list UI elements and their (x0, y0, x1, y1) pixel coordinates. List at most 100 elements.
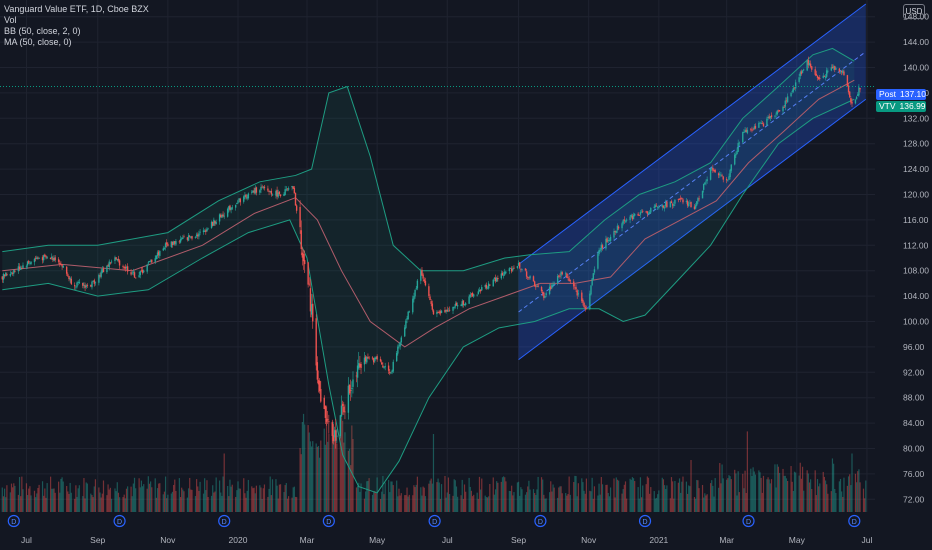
ma-line (2, 79, 855, 348)
volume-bar (335, 438, 337, 512)
volume-bar (17, 494, 19, 512)
volume-bar (838, 481, 840, 512)
candle-body (406, 318, 408, 320)
volume-bar (365, 491, 367, 512)
candle-body (690, 201, 692, 208)
volume-bar (118, 497, 121, 512)
candle-body (513, 267, 515, 269)
volume-bar (143, 484, 145, 512)
volume-bar (43, 495, 45, 512)
dividend-marker[interactable]: D (7, 514, 20, 528)
candle-body (117, 258, 120, 261)
volume-bar (237, 481, 239, 512)
candle-body (316, 362, 319, 380)
dividend-marker[interactable]: D (638, 514, 652, 528)
volume-bar (553, 487, 555, 512)
volume-bar (598, 483, 600, 512)
volume-bar (862, 488, 865, 512)
vol-indicator-label[interactable]: Vol (4, 15, 17, 25)
candle-body (823, 75, 826, 77)
volume-bar (355, 487, 358, 512)
volume-bar (332, 421, 335, 512)
candle-body (822, 75, 824, 78)
candle-body (5, 272, 7, 277)
candle-body (662, 205, 665, 208)
candle-body (814, 69, 816, 75)
candle-body (172, 241, 175, 245)
volume-bar (849, 474, 851, 512)
volume-bar (315, 443, 317, 512)
dividend-marker[interactable]: D (322, 514, 335, 528)
volume-bar (460, 495, 462, 512)
candle-body (637, 213, 639, 216)
bb-indicator-label[interactable]: BB (50, close, 2, 0) (4, 26, 81, 36)
volume-bar (261, 498, 263, 512)
candle-body (722, 176, 724, 180)
dividend-marker[interactable]: D (848, 514, 861, 528)
volume-bar (517, 481, 520, 512)
volume-bar (476, 492, 478, 512)
volume-bar (734, 469, 736, 512)
candle-body (762, 123, 765, 127)
candle-body (379, 358, 382, 362)
candle-body (447, 310, 450, 312)
candle-body (803, 69, 805, 71)
dividend-marker[interactable]: D (428, 514, 441, 528)
volume-bar (1, 487, 3, 512)
volume-bar (640, 497, 643, 512)
candle-body (275, 191, 277, 196)
volume-bar (447, 477, 450, 512)
volume-bar (438, 482, 440, 512)
candle-body (383, 367, 385, 368)
candle-body (815, 73, 818, 76)
volume-bar (672, 481, 674, 512)
volume-bar (609, 487, 612, 512)
volume-bar (94, 479, 97, 512)
volume-bar (196, 479, 198, 512)
candle-body (835, 68, 837, 70)
volume-bar (540, 477, 543, 512)
dividend-marker[interactable]: D (218, 514, 231, 528)
candle-body (653, 206, 655, 209)
volume-bar (45, 497, 47, 512)
volume-bar (843, 477, 845, 512)
candle-body (202, 230, 205, 233)
volume-bar (125, 488, 128, 512)
volume-bar (374, 491, 376, 512)
volume-bar (147, 476, 149, 512)
candle-body (416, 280, 419, 289)
dividend-marker[interactable]: D (534, 514, 547, 528)
candle-body (179, 239, 182, 243)
dividend-marker[interactable]: D (742, 514, 755, 528)
volume-bar (626, 498, 628, 512)
volume-bar (85, 482, 87, 512)
volume-bar (223, 453, 225, 512)
volume-bar (51, 488, 53, 512)
volume-bar (721, 464, 723, 512)
dividend-marker[interactable]: D (113, 514, 126, 528)
volume-bar (108, 489, 110, 512)
dividend-label: D (117, 519, 122, 526)
candle-body (244, 195, 246, 197)
volume-bar (422, 486, 424, 512)
volume-bar (494, 489, 497, 512)
candle-body (524, 268, 527, 271)
volume-bar (383, 494, 385, 512)
volume-bar (367, 480, 369, 512)
currency-button[interactable]: USD (903, 4, 925, 19)
candle-body (760, 122, 762, 124)
volume-bar (509, 491, 512, 512)
ticker-label: VTV (879, 101, 896, 111)
channel-mid-line (518, 51, 867, 313)
ma-indicator-label[interactable]: MA (50, close, 0) (4, 37, 72, 47)
price-tick-label: 128.00 (903, 139, 929, 149)
volume-bar (69, 482, 71, 512)
volume-bar (158, 483, 160, 512)
candle-body (230, 207, 232, 210)
volume-bar (229, 479, 231, 512)
symbol-title[interactable]: Vanguard Value ETF, 1D, Cboe BZX (4, 4, 149, 14)
volume-bar (300, 454, 302, 512)
volume-bar (520, 487, 522, 512)
volume-bar (783, 475, 785, 512)
